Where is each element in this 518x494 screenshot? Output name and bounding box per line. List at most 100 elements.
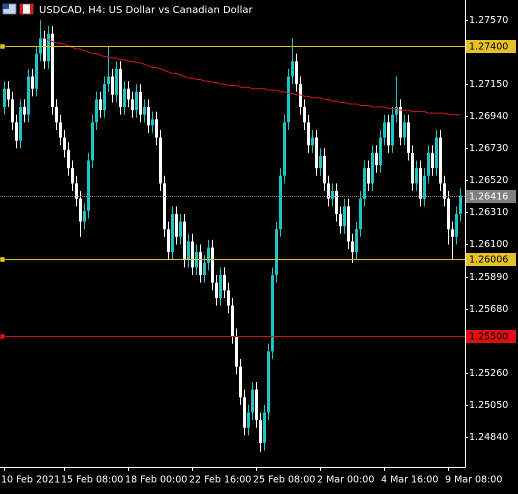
candle-body — [447, 198, 450, 230]
candle-body — [167, 229, 170, 253]
candle-body — [407, 122, 410, 153]
y-tick-label: 1.26310 — [469, 207, 508, 218]
candle-body — [419, 168, 422, 199]
candle-body — [179, 221, 182, 237]
candle-body — [207, 247, 210, 263]
candle-body — [395, 107, 398, 115]
candle-body — [455, 213, 458, 237]
candle-body — [227, 290, 230, 306]
candle-body — [383, 122, 386, 138]
price-level-box — [466, 330, 516, 343]
candle-body — [139, 91, 142, 115]
candle-body — [459, 195, 462, 214]
candle-body — [443, 183, 446, 199]
candle-body — [211, 247, 214, 283]
candle-body — [323, 155, 326, 184]
candle-body — [39, 38, 42, 54]
candle-body — [87, 160, 90, 211]
candle-body — [291, 61, 294, 77]
candle-body — [239, 366, 242, 398]
x-tick-label: 2 Mar 00:00 — [317, 475, 374, 486]
candle-body — [327, 183, 330, 199]
candle-body — [75, 183, 78, 199]
candle-body — [275, 229, 278, 276]
y-tick-label: 1.24840 — [469, 432, 508, 443]
candle-body — [175, 213, 178, 237]
candle-body — [311, 137, 314, 146]
x-tick-label: 18 Feb 00:00 — [125, 475, 187, 486]
candle-body — [411, 152, 414, 184]
candle-body — [67, 149, 70, 169]
candle-body — [307, 122, 310, 146]
chart-title: USDCAD, H4: US Dollar vs Canadian Dollar — [39, 5, 253, 16]
candle-body — [339, 213, 342, 227]
x-tick-label: 15 Feb 08:00 — [61, 475, 123, 486]
candle-body — [435, 137, 438, 169]
candle-body — [23, 107, 26, 115]
candle-body — [143, 107, 146, 115]
candle-body — [215, 282, 218, 298]
candle-body — [231, 305, 234, 337]
candle-body — [403, 122, 406, 138]
candle-body — [279, 175, 282, 230]
y-tick-label: 1.27570 — [469, 15, 508, 26]
candle-body — [35, 53, 38, 89]
x-tick-label: 4 Mar 16:00 — [381, 475, 438, 486]
series-layer — [3, 20, 462, 453]
candle-body — [387, 122, 390, 146]
candle-body — [199, 252, 202, 276]
candle-body — [131, 99, 134, 111]
candle-body — [439, 137, 442, 184]
y-tick-label: 1.27150 — [469, 79, 508, 90]
x-tick-label: 10 Feb 2021 — [1, 475, 60, 486]
level-marker — [0, 43, 6, 50]
candle-body — [347, 206, 350, 242]
candle-body — [247, 412, 250, 428]
candle-body — [115, 68, 118, 95]
candle-body — [223, 275, 226, 291]
price-level-label: 1.27400 — [469, 42, 508, 53]
candle-body — [259, 420, 262, 444]
candle-body — [283, 122, 286, 176]
candle-body — [415, 168, 418, 184]
y-tick-label: 1.25260 — [469, 368, 508, 379]
flag-icon-part — [30, 4, 33, 14]
candle-body — [431, 152, 434, 169]
moving-average — [44, 37, 461, 116]
candle-body — [371, 152, 374, 184]
x-tick-label: 9 Mar 08:00 — [445, 475, 502, 486]
candle-body — [299, 84, 302, 108]
candle-body — [331, 191, 334, 199]
candle-body — [27, 76, 30, 115]
candle-body — [303, 107, 306, 123]
candle-body — [235, 336, 238, 367]
price-level-box — [466, 253, 516, 266]
axis-layer: 1.27570 1.27150 1.26940 1.26730 1.26520 1.263… — [1, 15, 508, 486]
level-marker — [0, 256, 6, 263]
candle-body — [267, 351, 270, 413]
y-tick-label: 1.26730 — [469, 143, 508, 154]
price-level-label: 1.25500 — [469, 332, 508, 343]
candle-body — [203, 262, 206, 276]
candle-body — [399, 107, 402, 138]
candle-body — [255, 389, 258, 421]
y-tick-label: 1.26940 — [469, 111, 508, 122]
candle-body — [219, 275, 222, 298]
candle-body — [107, 76, 110, 85]
x-tick-label: 22 Feb 16:00 — [189, 475, 251, 486]
candle-body — [251, 389, 254, 413]
candle-body — [95, 99, 98, 123]
candle-body — [99, 99, 102, 111]
candle-body — [59, 122, 62, 138]
candle-body — [79, 198, 82, 222]
candle-body — [427, 152, 430, 176]
y-tick-label: 1.25050 — [469, 400, 508, 411]
candle-body — [71, 168, 74, 184]
candle-body — [243, 397, 246, 428]
candle-body — [363, 168, 366, 199]
candle-body — [379, 137, 382, 166]
candle-body — [271, 275, 274, 352]
y-tick-label: 1.25890 — [469, 272, 508, 283]
candle-body — [295, 61, 298, 85]
